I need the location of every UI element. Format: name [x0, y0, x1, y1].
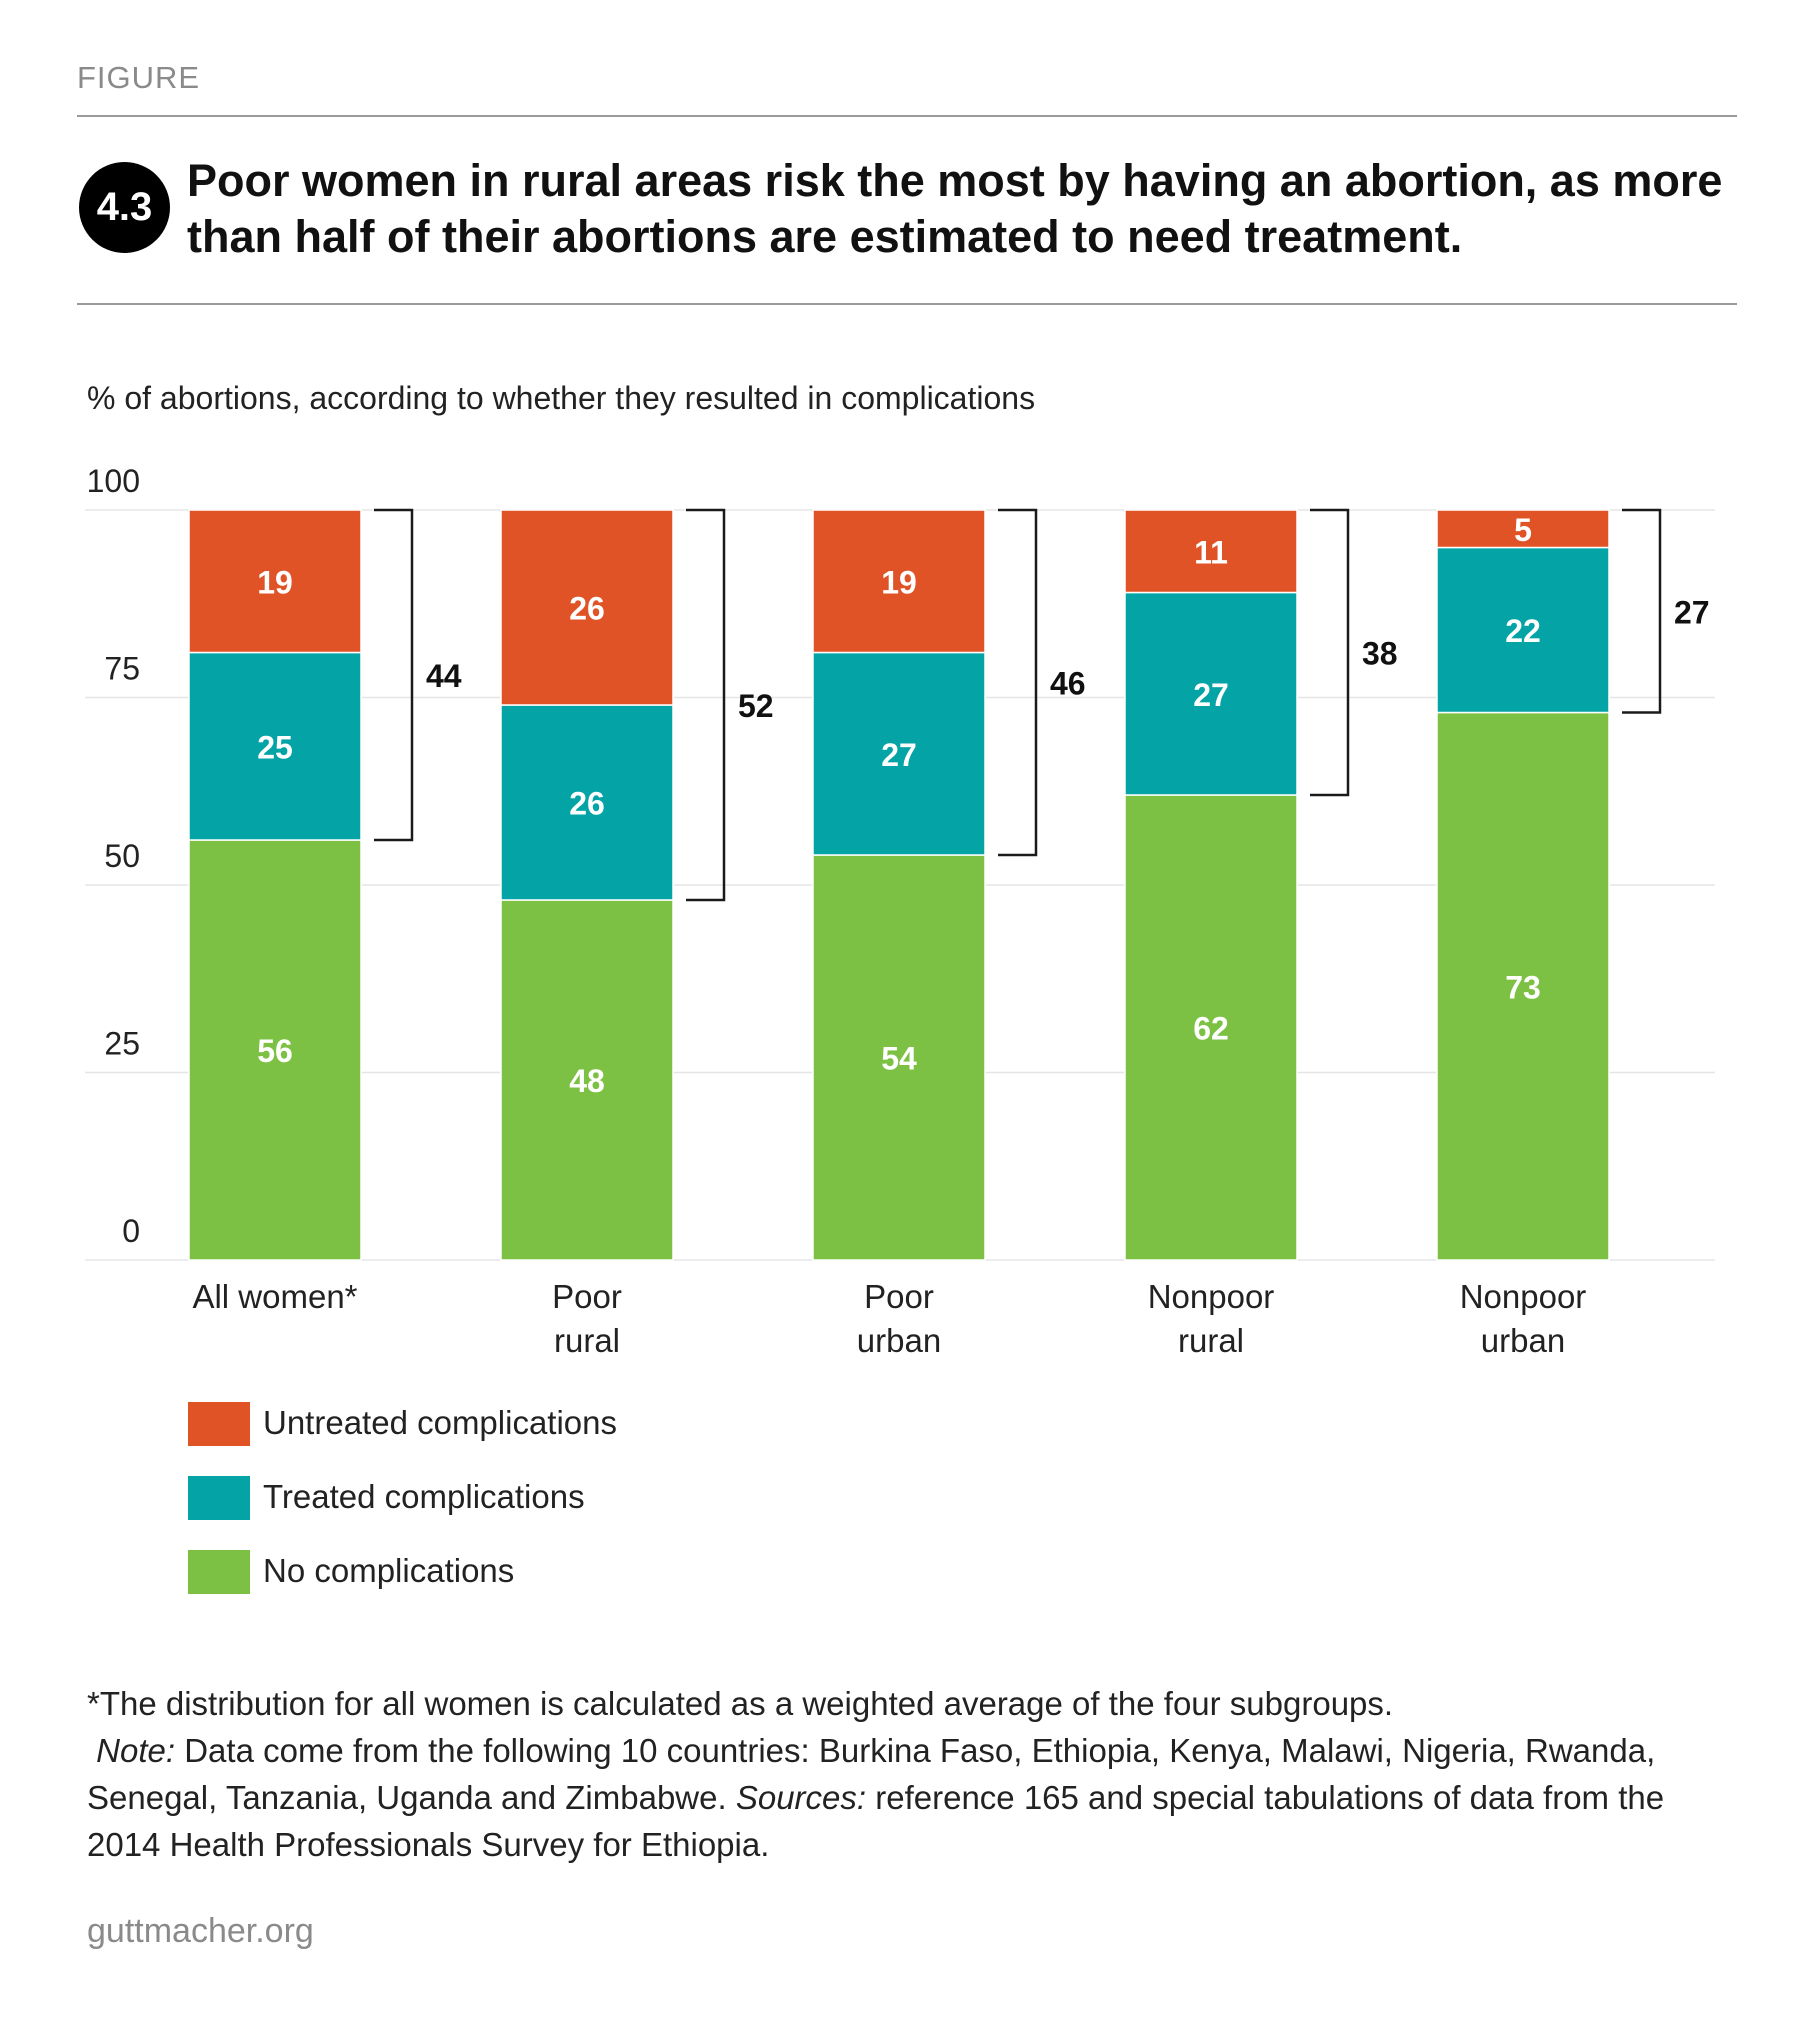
bar-segment-untreated	[188, 509, 362, 654]
complications-bracket	[374, 508, 414, 842]
legend-swatch-no-complications	[188, 1550, 250, 1594]
x-category-label: Poor	[552, 1278, 622, 1315]
y-tick-label: 25	[104, 1026, 140, 1062]
y-tick-label: 0	[122, 1213, 140, 1249]
bar-segment-none	[188, 839, 362, 1261]
bar-segment-treated	[1436, 546, 1610, 714]
legend-label-untreated: Untreated complications	[263, 1404, 618, 1441]
complications-bracket	[686, 508, 726, 902]
legend-swatch-untreated	[188, 1402, 250, 1446]
bar-segment-untreated	[1436, 509, 1610, 549]
data-label-treated: 27	[1193, 677, 1229, 713]
sources-text: reference 165 and special tabulations of…	[87, 1779, 1665, 1863]
bar-segment-untreated	[500, 509, 674, 706]
complications-bracket	[1310, 508, 1350, 797]
note-label: Note:	[96, 1732, 176, 1769]
data-label-untreated: 11	[1194, 534, 1228, 570]
complications-bracket	[1622, 508, 1662, 714]
y-tick-label: 50	[104, 838, 140, 874]
x-category-label: Nonpoor	[1148, 1278, 1275, 1315]
stacked-bar-chart: 0 25 50 75 100 56 25 19 44 All women* 48 26 26 52 Poor…	[85, 463, 1715, 1359]
bar-segment-treated	[1124, 591, 1298, 796]
complications-bracket	[998, 508, 1038, 857]
note-text: Data come from the following 10 countrie…	[87, 1732, 1656, 1816]
data-label-none: 56	[257, 1033, 293, 1069]
bar-segment-treated	[812, 651, 986, 856]
data-label-treated: 22	[1505, 613, 1541, 649]
footnote: *The distribution for all women is calcu…	[87, 1680, 1727, 1868]
top-divider	[77, 115, 1737, 117]
complications-total-label: 38	[1362, 636, 1398, 672]
title-divider	[77, 303, 1737, 305]
y-tick-label: 100	[87, 463, 140, 499]
footnote-note: Note: Data come from the following 10 co…	[87, 1732, 1664, 1863]
data-label-untreated: 26	[569, 591, 605, 627]
figure-number-badge: 4.3	[79, 162, 170, 253]
bar-segment-untreated	[1124, 509, 1298, 594]
data-label-treated: 25	[257, 729, 293, 765]
data-label-none: 54	[881, 1041, 917, 1077]
bar-segment-none	[812, 854, 986, 1261]
x-category-label: All women*	[192, 1278, 357, 1315]
bar-segment-none	[1436, 711, 1610, 1261]
data-label-untreated: 19	[881, 564, 917, 600]
y-tick-label: 75	[104, 651, 140, 687]
x-category-label: urban	[1481, 1322, 1565, 1359]
chart-title: Poor women in rural areas risk the most …	[187, 155, 1723, 262]
data-label-none: 73	[1505, 969, 1541, 1005]
bar-segment-untreated	[812, 509, 986, 654]
legend-label-treated: Treated complications	[263, 1478, 585, 1515]
data-label-treated: 26	[569, 786, 605, 822]
data-label-untreated: 5	[1514, 512, 1532, 548]
data-label-untreated: 19	[257, 564, 293, 600]
footnote-asterisk: *The distribution for all women is calcu…	[87, 1685, 1394, 1722]
legend-label-no-complications: No complications	[263, 1552, 515, 1589]
complications-total-label: 52	[738, 688, 774, 724]
figure-kicker: FIGURE	[77, 60, 201, 95]
sources-label: Sources:	[735, 1779, 867, 1816]
x-category-label: rural	[1178, 1322, 1244, 1359]
data-label-none: 62	[1193, 1011, 1229, 1047]
complications-total-label: 46	[1050, 666, 1086, 702]
legend-swatch-treated	[188, 1476, 250, 1520]
complications-total-label: 27	[1674, 594, 1710, 630]
bar-segment-none	[1124, 794, 1298, 1261]
x-category-label: Nonpoor	[1460, 1278, 1587, 1315]
bar-segment-treated	[188, 651, 362, 841]
data-label-treated: 27	[881, 737, 917, 773]
complications-total-label: 44	[426, 658, 462, 694]
x-category-label: rural	[554, 1322, 620, 1359]
x-category-label: Poor	[864, 1278, 934, 1315]
brand-url: guttmacher.org	[87, 1912, 314, 1950]
data-label-none: 48	[569, 1063, 605, 1099]
x-category-label: urban	[857, 1322, 941, 1359]
chart-subtitle: % of abortions, according to whether the…	[87, 380, 1036, 416]
